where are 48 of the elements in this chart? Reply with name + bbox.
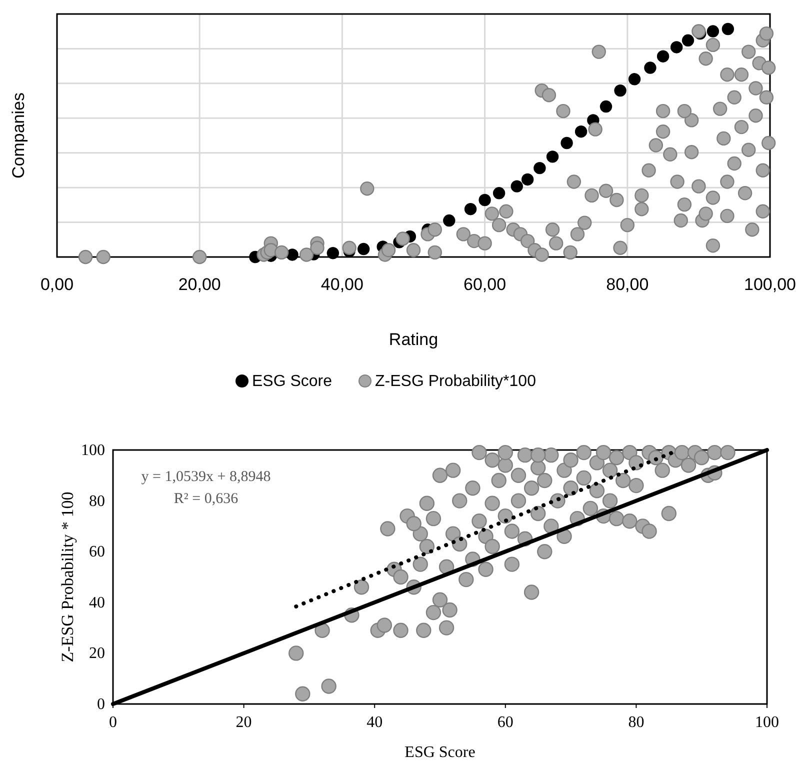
- x-tick-label: 60,00: [464, 275, 506, 294]
- point: [656, 50, 670, 62]
- legend-label: ESG Score: [252, 373, 332, 390]
- legend-label: Z-ESG Probability*100: [375, 373, 536, 390]
- x-axis-title: Rating: [388, 330, 438, 349]
- point: [682, 34, 694, 46]
- annotation: y = 1,0539x + 8,8948: [141, 469, 271, 485]
- y-axis-title: Companies: [9, 92, 28, 178]
- x-tick-label: 60: [497, 714, 514, 731]
- x-tick-label: 20: [236, 714, 252, 731]
- point: [492, 187, 506, 200]
- y-axis-title: Z-ESG Probability * 100: [58, 492, 77, 662]
- point: [326, 247, 340, 260]
- x-tick-label: 100,00: [744, 275, 796, 294]
- point: [574, 126, 588, 138]
- point: [534, 162, 546, 174]
- point: [670, 41, 683, 54]
- point: [546, 150, 559, 163]
- y-tick-label: 40: [89, 594, 105, 612]
- x-tick-label: 20,00: [178, 275, 221, 294]
- point: [478, 194, 491, 206]
- x-tick-label: 0,00: [40, 275, 74, 294]
- x-tick-label: 0: [109, 714, 117, 731]
- y-tick-label: 100: [81, 442, 105, 459]
- x-axis-title: ESG Score: [404, 744, 476, 761]
- point: [560, 136, 573, 150]
- point: [510, 180, 523, 192]
- x-tick-label: 100: [755, 714, 779, 731]
- point: [286, 248, 298, 261]
- x-tick-label: 80: [628, 714, 644, 731]
- y-tick-label: 0: [97, 696, 105, 713]
- y-tick-label: 60: [89, 544, 105, 561]
- point: [600, 100, 612, 113]
- point: [521, 173, 534, 186]
- x-tick-label: 40,00: [320, 275, 364, 294]
- point: [614, 84, 626, 97]
- x-tick-label: 80,00: [606, 275, 649, 294]
- annotation: R² = 0,636: [174, 491, 239, 507]
- point: [464, 203, 477, 216]
- y-tick-label: 80: [89, 492, 105, 510]
- point: [706, 25, 720, 38]
- point: [357, 242, 370, 256]
- point: [443, 214, 456, 227]
- y-tick-label: 20: [89, 645, 105, 662]
- point: [628, 73, 641, 86]
- x-tick-label: 40: [366, 714, 383, 731]
- point: [722, 22, 734, 36]
- point: [644, 62, 656, 74]
